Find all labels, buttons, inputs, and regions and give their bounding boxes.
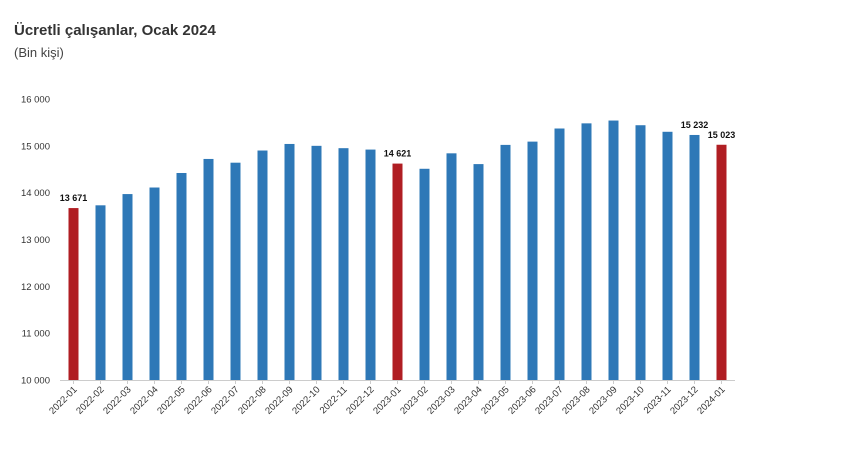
x-tick-label: 2023-12 [668, 384, 700, 416]
bar-2022-08 [257, 150, 268, 380]
bar-2022-04 [149, 187, 160, 380]
data-label-2023-12: 15 232 [681, 120, 709, 130]
chart-title: Ücretli çalışanlar, Ocak 2024 [14, 22, 216, 39]
bar-2024-01 [716, 144, 727, 380]
y-tick-label: 16 000 [21, 95, 50, 106]
x-tick-label: 2022-12 [344, 384, 376, 416]
x-tick-label: 2023-03 [425, 384, 457, 416]
x-tick-label: 2023-09 [587, 384, 619, 416]
x-tick-label: 2023-08 [560, 384, 592, 416]
bar-2022-07 [230, 162, 241, 380]
y-tick-label: 13 000 [21, 235, 50, 246]
x-tick-label: 2022-10 [290, 384, 322, 416]
data-label-2024-01: 15 023 [708, 130, 736, 140]
bar-2022-01 [68, 208, 79, 380]
bar-2023-08 [581, 123, 592, 380]
y-tick-label: 12 000 [21, 282, 50, 293]
x-tick-label: 2022-01 [47, 384, 79, 416]
bar-2023-09 [608, 120, 619, 380]
bar-2022-12 [365, 149, 376, 380]
data-label-2023-01: 14 621 [384, 149, 412, 159]
bar-2022-03 [122, 194, 133, 380]
x-tick-label: 2022-06 [182, 384, 214, 416]
bar-2022-05 [176, 172, 187, 380]
bars [68, 120, 727, 380]
x-tick-label: 2023-01 [371, 384, 403, 416]
chart-subtitle: (Bin kişi) [14, 45, 64, 60]
y-axis: 10 000 11 000 12 000 13 000 14 000 15 000 16 0… [21, 95, 50, 387]
bar-2023-06 [527, 141, 538, 380]
bar-2022-10 [311, 145, 322, 380]
bar-2023-02 [419, 168, 430, 380]
y-tick-label: 14 000 [21, 188, 50, 199]
data-label-2022-01: 13 671 [60, 193, 88, 203]
x-axis: 2022-012022-022022-032022-042022-052022-… [47, 380, 735, 417]
x-tick-label: 2022-11 [318, 384, 350, 416]
x-tick-label: 2022-08 [236, 384, 268, 416]
bar-2023-05 [500, 144, 511, 380]
x-tick-label: 2024-01 [695, 384, 727, 416]
bar-2023-07 [554, 128, 565, 380]
bar-2022-09 [284, 143, 295, 380]
y-tick-label: 15 000 [21, 141, 50, 152]
x-tick-label: 2023-02 [398, 384, 430, 416]
y-tick-label: 11 000 [22, 329, 50, 340]
x-tick-label: 2023-04 [452, 384, 484, 416]
x-tick-label: 2022-03 [101, 384, 133, 416]
x-tick-label: 2022-07 [209, 384, 241, 416]
bar-2023-10 [635, 125, 646, 380]
x-tick-label: 2022-02 [74, 384, 106, 416]
bar-2023-03 [446, 153, 457, 380]
x-tick-label: 2022-09 [263, 384, 295, 416]
x-tick-label: 2023-06 [506, 384, 538, 416]
x-tick-label: 2023-11 [642, 384, 674, 416]
bar-2023-11 [662, 131, 673, 380]
bar-2023-12 [689, 134, 700, 380]
x-tick-label: 2022-04 [128, 384, 160, 416]
x-tick-label: 2022-05 [155, 384, 187, 416]
bar-2022-02 [95, 205, 106, 380]
y-tick-label: 10 000 [21, 376, 50, 387]
bar-2022-11 [338, 148, 349, 380]
bar-2022-06 [203, 158, 214, 380]
bar-2023-01 [392, 163, 403, 380]
x-tick-label: 2023-07 [533, 384, 565, 416]
x-tick-label: 2023-05 [479, 384, 511, 416]
x-tick-label: 2023-10 [614, 384, 646, 416]
bar-2023-04 [473, 164, 484, 380]
